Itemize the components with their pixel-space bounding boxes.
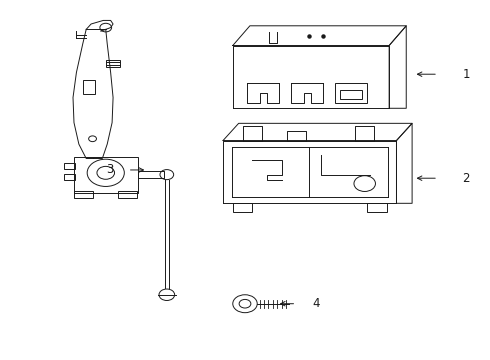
Bar	[83, 80, 95, 94]
Circle shape	[159, 289, 174, 301]
Circle shape	[160, 170, 173, 180]
Bar	[118, 192, 137, 198]
Text: 1: 1	[463, 68, 470, 81]
Bar	[367, 203, 387, 212]
Text: 3: 3	[106, 163, 113, 176]
Bar	[74, 192, 93, 198]
Bar	[335, 83, 367, 103]
Polygon shape	[73, 30, 113, 158]
Bar	[106, 60, 121, 67]
Bar	[233, 203, 252, 212]
Text: 2: 2	[463, 172, 470, 185]
Text: 4: 4	[313, 297, 320, 310]
Bar	[340, 90, 362, 99]
Bar	[74, 157, 138, 193]
Bar	[64, 174, 75, 180]
Bar	[64, 163, 75, 169]
